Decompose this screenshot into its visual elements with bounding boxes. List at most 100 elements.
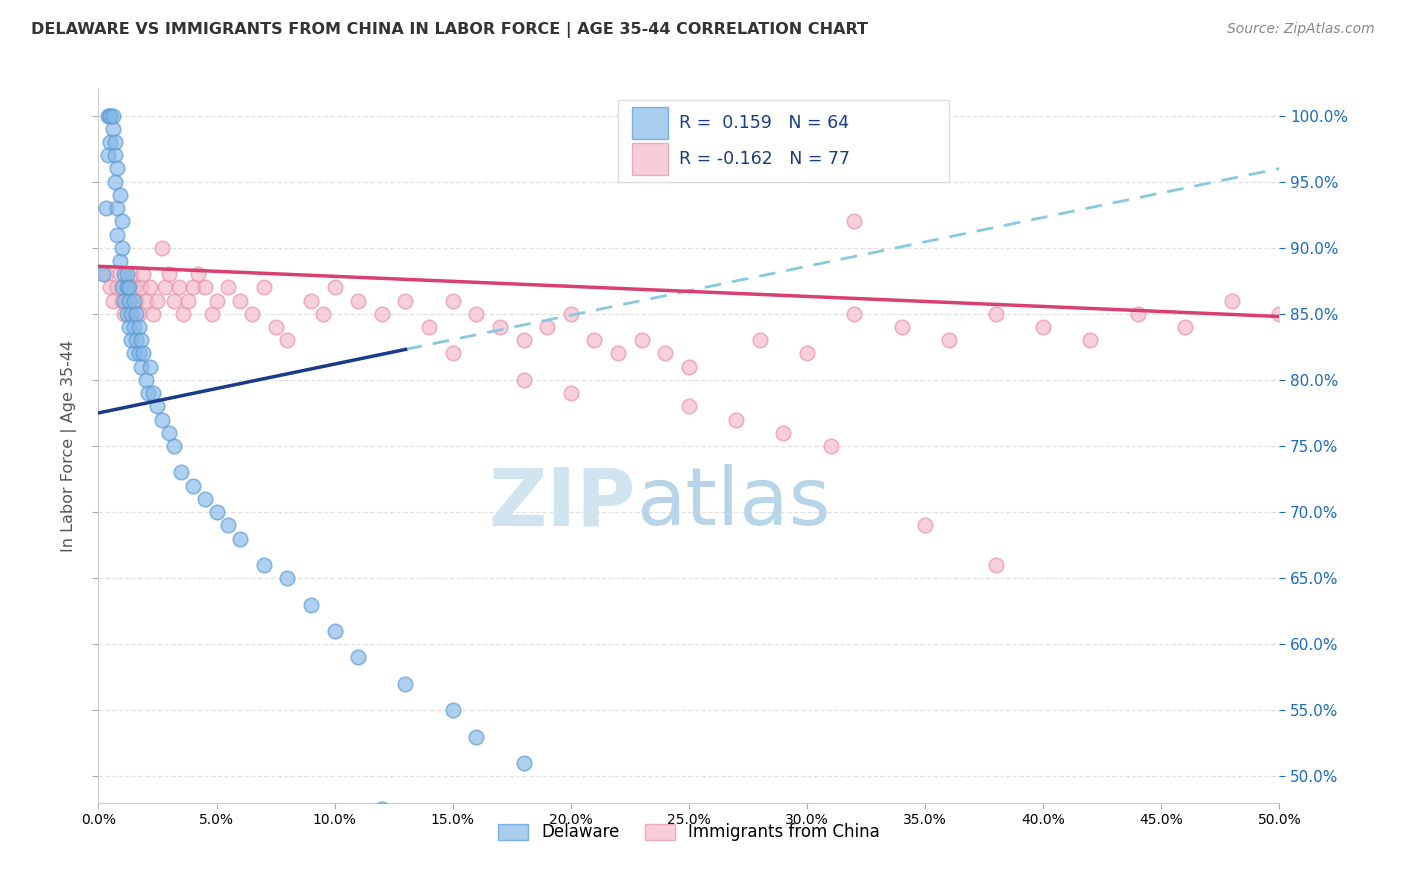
Text: R = -0.162   N = 77: R = -0.162 N = 77	[679, 150, 851, 168]
Point	[276, 333, 298, 347]
Point	[299, 598, 322, 612]
Point	[201, 307, 224, 321]
Point	[844, 214, 866, 228]
Point	[1032, 320, 1054, 334]
Point	[150, 412, 173, 426]
Point	[276, 571, 298, 585]
Point	[264, 320, 287, 334]
Point	[97, 148, 120, 162]
Point	[122, 320, 145, 334]
Point	[135, 293, 157, 308]
Point	[118, 280, 141, 294]
Point	[104, 175, 127, 189]
Point	[512, 333, 534, 347]
Point	[115, 307, 138, 321]
Point	[150, 241, 173, 255]
Point	[205, 293, 228, 308]
Bar	[633, 107, 668, 139]
Point	[489, 320, 512, 334]
Point	[1268, 307, 1291, 321]
Text: DELAWARE VS IMMIGRANTS FROM CHINA IN LABOR FORCE | AGE 35-44 CORRELATION CHART: DELAWARE VS IMMIGRANTS FROM CHINA IN LAB…	[31, 22, 868, 38]
Point	[91, 267, 114, 281]
Point	[111, 214, 134, 228]
Point	[142, 386, 165, 401]
Point	[678, 359, 700, 374]
Point	[115, 280, 138, 294]
Point	[129, 280, 152, 294]
Point	[108, 267, 131, 281]
Point	[118, 293, 141, 308]
Point	[135, 373, 157, 387]
Text: atlas: atlas	[636, 464, 830, 542]
Point	[170, 466, 193, 480]
Point	[890, 320, 912, 334]
Point	[678, 400, 700, 414]
Point	[194, 280, 217, 294]
Point	[630, 333, 652, 347]
Point	[112, 267, 135, 281]
Point	[772, 425, 794, 440]
Point	[98, 280, 121, 294]
Point	[139, 359, 162, 374]
Point	[560, 307, 582, 321]
Point	[560, 386, 582, 401]
Point	[1174, 320, 1197, 334]
Point	[115, 280, 138, 294]
Point	[108, 188, 131, 202]
Point	[299, 293, 322, 308]
Point	[104, 135, 127, 149]
Point	[394, 293, 416, 308]
Point	[136, 386, 159, 401]
Point	[512, 373, 534, 387]
Point	[111, 241, 134, 255]
Point	[323, 280, 346, 294]
Y-axis label: In Labor Force | Age 35-44: In Labor Force | Age 35-44	[60, 340, 77, 552]
Point	[122, 346, 145, 360]
Point	[371, 802, 394, 816]
Point	[914, 518, 936, 533]
Point	[418, 320, 440, 334]
Point	[607, 346, 630, 360]
Point	[128, 320, 150, 334]
Point	[153, 280, 176, 294]
Point	[323, 624, 346, 638]
Point	[132, 267, 155, 281]
Point	[536, 320, 558, 334]
Point	[725, 412, 748, 426]
Text: ZIP: ZIP	[488, 464, 636, 542]
Point	[98, 109, 121, 123]
Point	[229, 532, 252, 546]
Point	[512, 756, 534, 771]
Point	[112, 307, 135, 321]
Point	[105, 201, 128, 215]
Point	[101, 293, 124, 308]
Point	[105, 280, 128, 294]
Point	[157, 267, 180, 281]
Point	[125, 293, 148, 308]
Point	[796, 346, 818, 360]
Point	[371, 307, 394, 321]
Point	[112, 293, 135, 308]
Point	[122, 293, 145, 308]
Point	[181, 478, 204, 492]
Point	[441, 293, 464, 308]
Point	[118, 293, 141, 308]
Point	[253, 558, 276, 572]
Point	[654, 346, 676, 360]
Point	[125, 307, 148, 321]
Point	[122, 280, 145, 294]
Point	[938, 333, 960, 347]
Point	[101, 121, 124, 136]
Legend: Delaware, Immigrants from China: Delaware, Immigrants from China	[491, 817, 887, 848]
Point	[465, 307, 488, 321]
Point	[108, 254, 131, 268]
Point	[347, 650, 370, 665]
Point	[844, 307, 866, 321]
Point	[984, 558, 1007, 572]
Point	[163, 439, 186, 453]
Point	[181, 280, 204, 294]
FancyBboxPatch shape	[619, 100, 949, 182]
Point	[94, 201, 117, 215]
Point	[128, 307, 150, 321]
Point	[748, 333, 770, 347]
